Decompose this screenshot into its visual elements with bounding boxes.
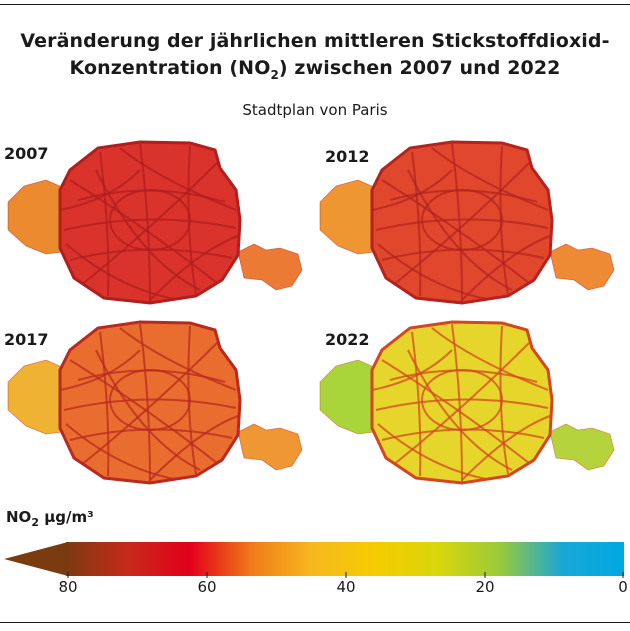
bois-de-vincennes-area (237, 423, 303, 471)
bois-de-boulogne-area (319, 179, 377, 255)
bois-de-vincennes-area (549, 423, 615, 471)
scale-arrow (4, 542, 68, 576)
city-area (372, 322, 552, 483)
year-label-2012: 2012 (325, 147, 370, 166)
chart-title: Veränderung der jährlichen mittleren Sti… (0, 28, 630, 89)
city-area (372, 142, 552, 303)
tick-label-80: 80 (58, 578, 78, 596)
ring-road (370, 140, 554, 305)
road-network (372, 323, 551, 483)
legend-unit: NO2 µg/m³ (6, 508, 94, 529)
tick-label-40: 40 (336, 578, 356, 596)
ring-road (370, 320, 554, 485)
map-2012 (319, 140, 615, 305)
title-line-2: Konzentration (NO2) zwischen 2007 und 20… (69, 57, 561, 82)
city-area (60, 322, 240, 483)
ring-road (58, 320, 242, 485)
map-2017 (7, 320, 303, 485)
bois-de-boulogne-area (7, 179, 65, 255)
road-network (372, 143, 551, 303)
bois-de-boulogne-area (7, 359, 65, 435)
bottom-rule (0, 622, 630, 623)
scale-bar (66, 542, 624, 576)
subtitle: Stadtplan von Paris (242, 101, 388, 119)
tick-label-60: 60 (197, 578, 217, 596)
map-2007 (7, 140, 303, 305)
road-network (60, 323, 239, 483)
color-scale (4, 542, 624, 578)
map-2022 (319, 320, 615, 485)
year-label-2007: 2007 (4, 144, 49, 163)
year-label-2017: 2017 (4, 330, 49, 349)
top-rule (0, 4, 630, 5)
tick-label-0: 0 (618, 578, 628, 596)
title-line-1: Veränderung der jährlichen mittleren Sti… (20, 30, 610, 52)
city-area (60, 142, 240, 303)
year-label-2022: 2022 (325, 330, 370, 349)
bois-de-boulogne-area (319, 359, 377, 435)
bois-de-vincennes-area (237, 243, 303, 291)
tick-label-20: 20 (475, 578, 495, 596)
road-network (60, 143, 239, 303)
ring-road (58, 140, 242, 305)
bois-de-vincennes-area (549, 243, 615, 291)
